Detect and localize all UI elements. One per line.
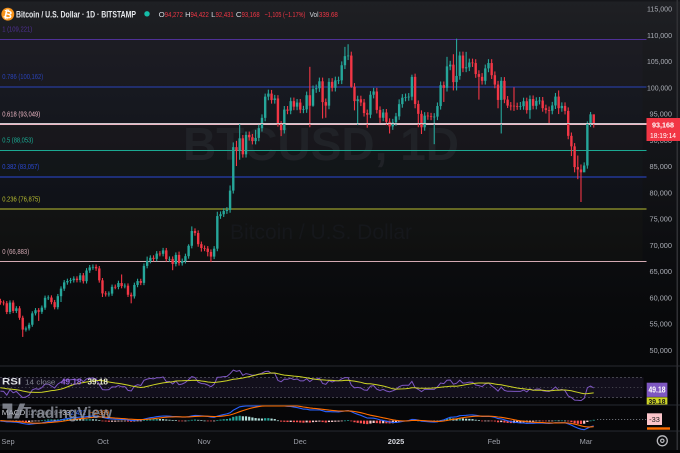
svg-text:60,000: 60,000 <box>650 293 673 302</box>
svg-text:Nov: Nov <box>197 437 210 446</box>
svg-text:Bitcoin / U.S. Dollar: Bitcoin / U.S. Dollar <box>230 221 412 244</box>
svg-text:0.618 (93,049): 0.618 (93,049) <box>2 109 40 118</box>
svg-text:50,000: 50,000 <box>650 346 673 355</box>
svg-text:93,168: 93,168 <box>242 10 260 19</box>
svg-text:95,000: 95,000 <box>650 110 673 119</box>
svg-text:14 close: 14 close <box>25 377 56 386</box>
svg-text:₿: ₿ <box>2 8 13 22</box>
svg-text:105,000: 105,000 <box>647 57 672 66</box>
svg-text:94,422: 94,422 <box>191 10 209 19</box>
svg-text:12 26 close 9: 12 26 close 9 <box>28 410 57 417</box>
svg-text:110,000: 110,000 <box>647 31 672 40</box>
svg-text:0.236 (76,875): 0.236 (76,875) <box>2 194 40 203</box>
svg-text:55,000: 55,000 <box>650 320 673 329</box>
svg-text:−1,105 (−1.17%): −1,105 (−1.17%) <box>265 10 306 19</box>
svg-text:Dec: Dec <box>293 437 306 446</box>
svg-text:92,431: 92,431 <box>216 10 234 19</box>
svg-text:RSI: RSI <box>2 376 21 387</box>
svg-text:Oct: Oct <box>97 437 109 446</box>
svg-text:TradingView: TradingView <box>22 405 113 422</box>
svg-text:0.5 (88,053): 0.5 (88,053) <box>2 136 33 145</box>
svg-text:115,000: 115,000 <box>647 5 672 14</box>
svg-text:−2,389: −2,389 <box>90 410 109 417</box>
svg-text:Mar: Mar <box>580 437 593 446</box>
svg-text:Sep: Sep <box>1 437 14 446</box>
svg-text:49.18: 49.18 <box>649 386 667 395</box>
svg-text:BTCUSD, 1D: BTCUSD, 1D <box>183 118 459 170</box>
svg-text:O: O <box>159 10 165 19</box>
svg-text:Bitcoin / U.S. Dollar · 1D · B: Bitcoin / U.S. Dollar · 1D · BITSTAMP <box>16 10 136 20</box>
svg-text:339.68: 339.68 <box>319 10 338 19</box>
svg-text:2025: 2025 <box>388 437 404 446</box>
svg-text:70,000: 70,000 <box>650 241 673 250</box>
svg-text:C: C <box>236 10 242 19</box>
svg-text:80,000: 80,000 <box>650 188 673 197</box>
svg-text:H: H <box>185 10 190 19</box>
svg-text:49.18: 49.18 <box>61 376 82 386</box>
svg-text:94,272: 94,272 <box>165 10 183 19</box>
svg-text:0.382 (83,057): 0.382 (83,057) <box>2 162 39 171</box>
svg-text:65,000: 65,000 <box>650 267 673 276</box>
svg-text:Vol: Vol <box>310 10 319 19</box>
svg-text:L: L <box>211 10 215 19</box>
svg-text:1 (109,221): 1 (109,221) <box>2 25 32 34</box>
svg-text:−2,422: −2,422 <box>67 410 86 417</box>
svg-text:75,000: 75,000 <box>650 215 673 224</box>
svg-text:MACD: MACD <box>2 410 26 417</box>
svg-text:93,168: 93,168 <box>652 120 674 129</box>
svg-text:0 (66,883): 0 (66,883) <box>2 247 29 256</box>
svg-text:39.18: 39.18 <box>88 376 109 386</box>
svg-text:100,000: 100,000 <box>647 83 672 92</box>
svg-text:−33: −33 <box>58 410 70 417</box>
svg-text:39.18: 39.18 <box>649 397 666 406</box>
svg-text:18:19:14: 18:19:14 <box>650 133 676 140</box>
svg-text:0.786 (100,162): 0.786 (100,162) <box>2 72 43 81</box>
svg-text:85,000: 85,000 <box>650 162 673 171</box>
svg-text:-33: -33 <box>649 415 660 424</box>
svg-text:Feb: Feb <box>488 437 501 446</box>
